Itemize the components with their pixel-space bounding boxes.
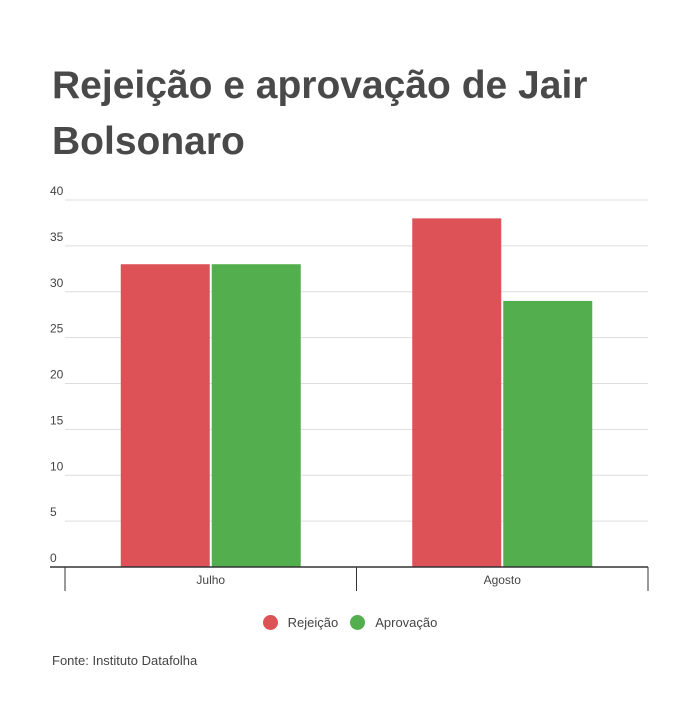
chart-title: Rejeição e aprovação de Jair Bolsonaro [52,64,588,163]
legend-label-aprovacao: Aprovação [375,615,438,630]
y-tick-label: 0 [50,551,57,565]
y-axis-ticks: 0 5 10 15 20 25 30 35 40 [50,184,64,565]
legend-item-rejeicao[interactable]: Rejeição [262,615,339,630]
y-tick-label: 5 [50,505,57,519]
y-tick-label: 30 [50,276,64,290]
y-tick-label: 20 [50,368,64,382]
bars [120,218,593,567]
bar-julho-rejeicao [120,264,210,567]
y-tick-label: 15 [50,413,64,427]
bar-julho-aprovacao [211,264,301,567]
y-tick-label: 40 [50,184,64,198]
y-tick-label: 25 [50,322,64,336]
x-tick-label: Julho [196,573,225,587]
x-axis [50,566,649,591]
bar-agosto-rejeicao [412,218,502,567]
y-tick-label: 10 [50,459,64,473]
y-tick-label: 35 [50,230,64,244]
legend-swatch-rejeicao [262,615,278,630]
legend-label-rejeicao: Rejeição [287,615,339,630]
x-tick-label: Agosto [484,573,522,587]
legend-swatch-aprovacao [350,615,366,630]
legend: Rejeição Aprovação [0,615,700,630]
source-note: Fonte: Instituto Datafolha [52,653,198,668]
x-axis-ticks: Julho Agosto [196,573,521,587]
legend-item-aprovacao[interactable]: Aprovação [350,615,437,630]
bar-chart: 0 5 10 15 20 25 30 35 40 Julho Agosto [50,184,649,591]
bar-agosto-aprovacao [503,300,593,567]
